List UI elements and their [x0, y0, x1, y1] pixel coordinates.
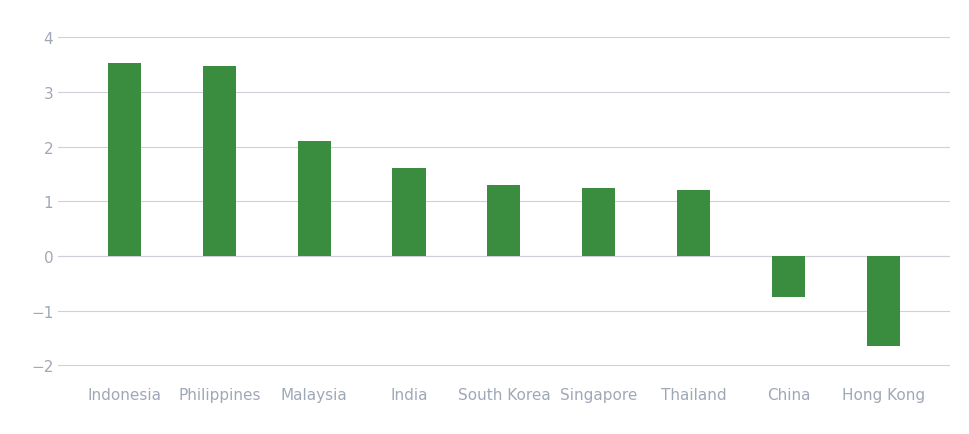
Bar [203, 67, 236, 256]
Bar [677, 191, 710, 256]
Bar [297, 142, 330, 256]
Bar [108, 64, 141, 256]
Bar [866, 256, 900, 346]
Bar [771, 256, 805, 297]
Bar [392, 169, 425, 256]
Bar [582, 188, 615, 256]
Bar [487, 185, 520, 256]
